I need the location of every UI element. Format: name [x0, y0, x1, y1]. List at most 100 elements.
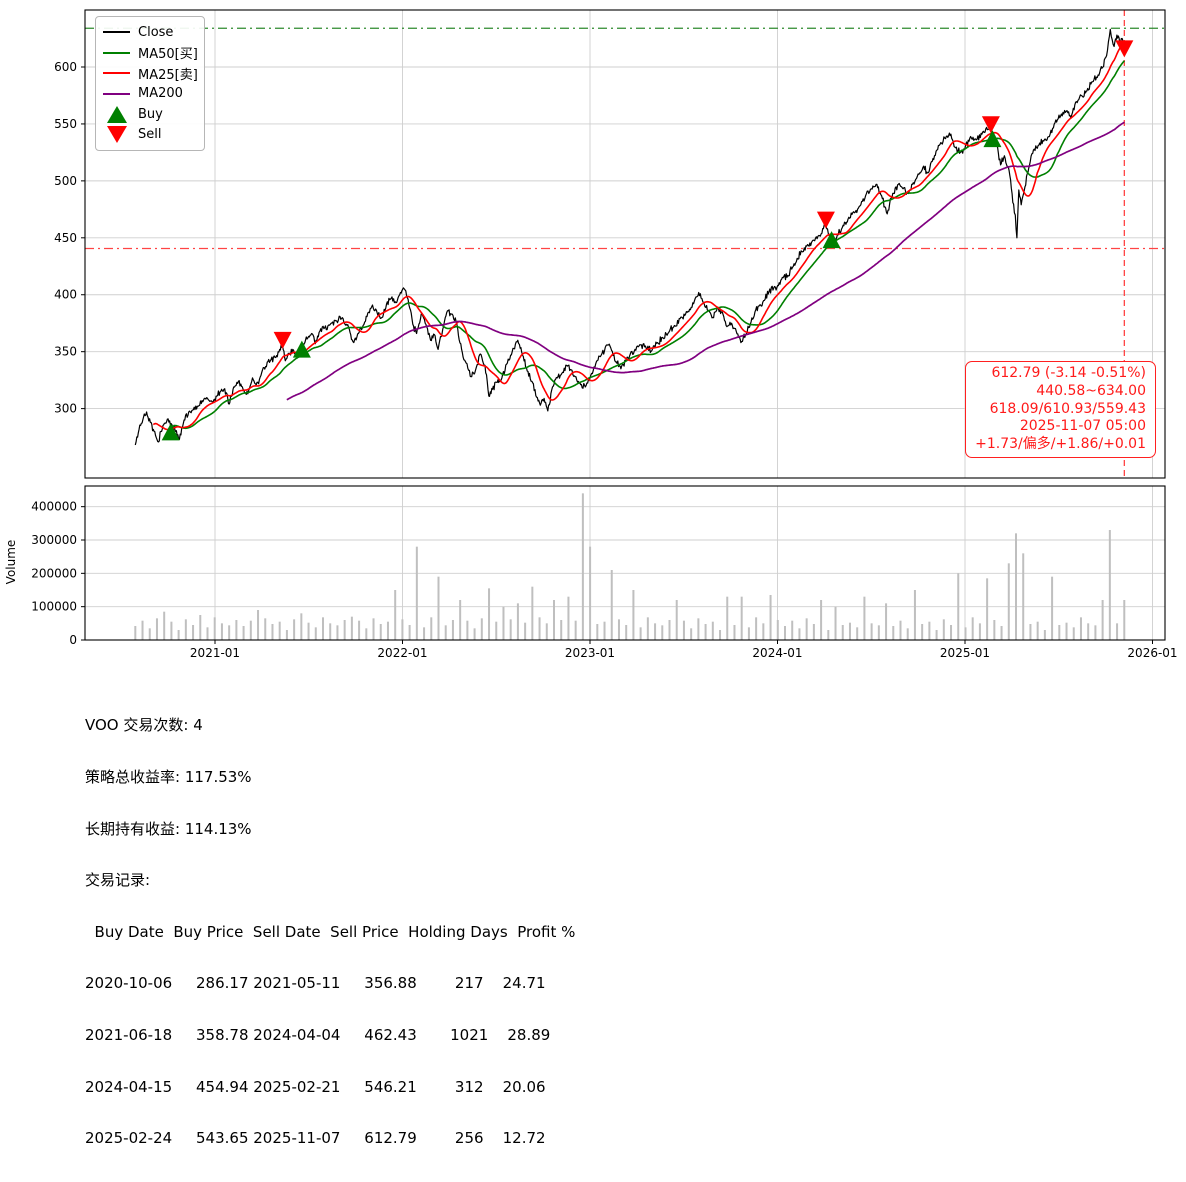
volume-bar [220, 623, 223, 640]
volume-bar [747, 627, 750, 640]
volume-bar [1000, 626, 1003, 640]
volume-panel-spine [84, 485, 1166, 641]
sell-marker [816, 211, 835, 229]
volume-axis-label: Volume [4, 539, 18, 585]
volume-bar [769, 595, 772, 640]
volume-bar [1036, 621, 1039, 640]
volume-bar [1123, 600, 1126, 640]
volume-bar [379, 624, 382, 640]
legend-item-ma200: MA200 [103, 84, 196, 105]
volume-bar [1007, 563, 1010, 640]
hold-return-line: 长期持有收益: 114.13% [85, 819, 252, 838]
price-panel-spine [84, 9, 1166, 479]
volume-bar [278, 621, 281, 640]
volume-bar [1051, 576, 1054, 640]
volume-bar [978, 623, 981, 640]
volume-bar [415, 546, 418, 640]
volume-bar [675, 600, 678, 640]
volume-bar [466, 620, 469, 640]
volume-bar [293, 619, 296, 640]
ma25-line-swatch [103, 72, 130, 75]
volume-bar [1072, 627, 1075, 640]
ma200-line-swatch [103, 92, 130, 95]
volume-bar [639, 627, 642, 640]
volume-bar [192, 625, 195, 640]
volume-bar [488, 588, 491, 640]
volume-bar [690, 628, 693, 640]
volume-bar [581, 493, 584, 640]
trade-records-title: 交易记录: [85, 871, 151, 890]
x-tick-label: 2022-01 [377, 646, 427, 660]
volume-bar [271, 624, 274, 640]
volume-bar [1079, 617, 1082, 640]
sell-triangle-icon [103, 126, 130, 144]
x-tick-label: 2025-01 [940, 646, 990, 660]
volume-bar [560, 620, 563, 640]
volume-bar [249, 620, 252, 640]
buy-triangle-icon [103, 105, 130, 123]
volume-bar [654, 623, 657, 640]
sell-marker [273, 331, 292, 349]
volume-bar [553, 600, 555, 640]
volume-bar [610, 570, 613, 640]
volume-bar [885, 603, 888, 640]
volume-bar [704, 624, 707, 640]
volume-bar [632, 590, 635, 640]
volume-bar [401, 619, 404, 640]
price-tick-label: 300 [54, 402, 77, 416]
volume-bar [1058, 625, 1061, 640]
volume-bar [177, 630, 180, 640]
volume-bar [516, 603, 519, 640]
legend-label: MA200 [138, 86, 183, 102]
x-tick-label: 2021-01 [190, 646, 240, 660]
volume-bar [444, 625, 447, 640]
volume-bar [1015, 533, 1017, 640]
price-tick-label: 450 [54, 231, 77, 245]
volume-bar [899, 620, 902, 640]
trade-table-row: 2025-02-24 543.65 2025-11-07 612.79 256 … [85, 1129, 546, 1148]
volume-bar [322, 617, 324, 640]
trade-table-row: 2021-06-18 358.78 2024-04-04 462.43 1021… [85, 1026, 551, 1045]
volume-bar [257, 610, 260, 640]
volume-bar [668, 620, 671, 640]
volume-bar [307, 622, 310, 640]
legend-item-ma50: MA50[买] [103, 43, 198, 64]
quote-annotation-box: 612.79 (-3.14 -0.51%) 440.58~634.00 618.… [965, 361, 1156, 458]
trade-table-row: 2020-10-06 286.17 2021-05-11 356.88 217 … [85, 974, 546, 993]
volume-bar [726, 596, 729, 640]
annotation-price-change: 612.79 (-3.14 -0.51%) [991, 365, 1146, 381]
price-tick-label: 500 [54, 174, 77, 188]
annotation-timestamp: 2025-11-07 05:00 [1019, 418, 1146, 435]
volume-bar [957, 573, 960, 640]
sell-marker [1115, 40, 1134, 58]
legend-label: MA50[买] [138, 47, 198, 63]
volume-bar [870, 623, 873, 640]
trade-table-header: Buy Date Buy Price Sell Date Sell Price … [85, 922, 576, 941]
strategy-summary: VOO 交易次数: 4 策略总收益率: 117.53% 长期持有收益: 114.… [85, 683, 575, 1182]
buy-marker [161, 423, 180, 441]
volume-bar [827, 630, 830, 640]
volume-bar [791, 620, 794, 640]
volume-bar [820, 600, 823, 640]
volume-bar [711, 621, 714, 640]
buy-marker [822, 231, 841, 249]
buy-marker [983, 130, 1002, 148]
volume-bar [906, 628, 909, 640]
strategy-figure: 300 350 400 450 500 550 600 0 100000 200000 300000… [4, 9, 1178, 1147]
volume-bar [856, 627, 859, 640]
ma200-series [286, 121, 1125, 401]
volume-bar [206, 627, 209, 640]
volume-bar [661, 625, 664, 640]
ma50-series [171, 60, 1125, 430]
volume-bar [314, 627, 317, 640]
volume-bar [596, 624, 599, 640]
volume-bar [509, 619, 512, 640]
volume-bar [480, 618, 483, 640]
volume-bar [834, 606, 837, 640]
volume-bar [863, 596, 866, 640]
volume-bar [372, 618, 375, 640]
volume-bar [423, 627, 426, 640]
volume-bar [451, 620, 454, 640]
volume-bar [228, 625, 231, 640]
volume-bar [495, 621, 498, 640]
